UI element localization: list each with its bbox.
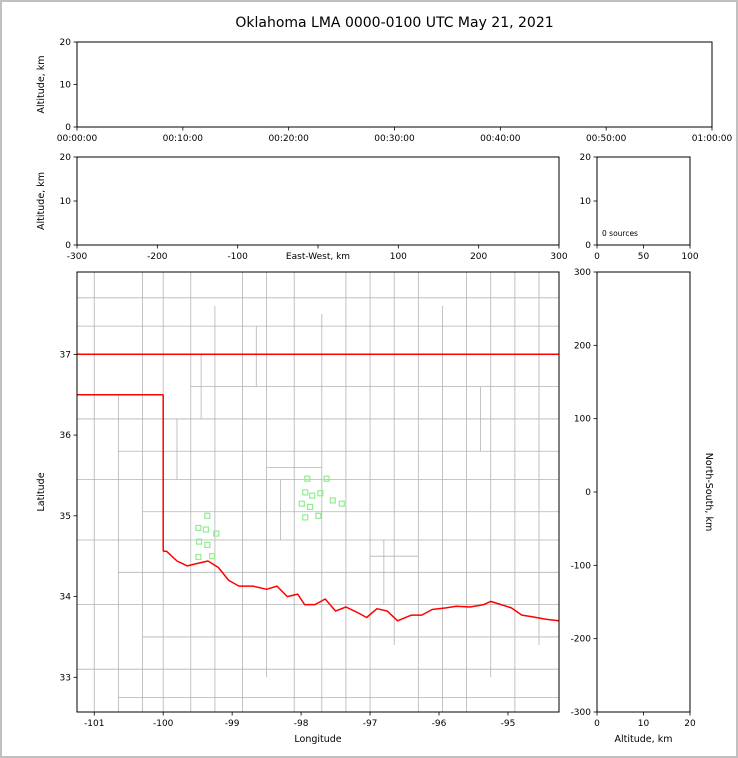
y-tick-label: 0 [65,123,71,133]
x-tick-label: -100 [153,719,174,729]
x-tick-label: 00:20:00 [268,134,309,144]
y-tick-label: -300 [571,708,592,718]
panel-time_height: 00:00:00 00:10:00 00:20:00 00:30:00 00:40:00… [36,38,732,144]
sources-count-label: 0 sources [602,229,638,238]
state-border [163,550,560,622]
x-tick-label: 00:40:00 [480,134,521,144]
y-tick-label: 36 [60,431,72,441]
y-axis-label: North-South, km [703,453,714,531]
lma-source-point [309,492,316,499]
x-tick-label: -98 [294,719,309,729]
figure-title: Oklahoma LMA 0000-0100 UTC May 21, 2021 [235,15,554,31]
y-tick-label: 37 [60,350,71,360]
y-tick-label: 35 [60,512,71,522]
y-axis-label: Altitude, km [36,172,47,230]
axes-frame [76,156,560,246]
x-tick-label: 0 [594,252,600,262]
panel-plan_view: -101 -100 -99 -98 -97 -96 -95 33 34 35 36 37 Latitud… [36,271,560,745]
y-tick-label: 34 [60,593,72,603]
lma-source-point [195,553,202,561]
x-tick-label: -95 [501,719,516,729]
lma-source-point [315,512,322,519]
x-tick-label: 0 [594,719,600,729]
x-tick-label: 00:00:00 [57,134,98,144]
x-tick-label: -97 [363,719,378,729]
y-tick-label: 20 [60,153,72,163]
lma-source-point [304,475,311,482]
lma-source-point [204,512,211,519]
x-tick-label: 00:10:00 [163,134,204,144]
y-tick-label: 20 [580,153,592,163]
x-tick-label: 00:50:00 [586,134,627,144]
lma-source-point [195,524,202,532]
x-tick-label: 300 [550,252,567,262]
y-tick-label: 0 [65,241,71,251]
x-tick-label: 20 [684,719,696,729]
x-axis-label: East-West, km [286,252,350,262]
lma-source-point [204,541,211,548]
x-axis-label: Longitude [294,734,341,745]
y-tick-label: 33 [60,673,71,683]
y-tick-label: 10 [60,197,72,207]
x-tick-label: -101 [84,719,104,729]
lma-source-point [209,553,216,560]
axes-frame [76,41,713,128]
y-tick-label: 100 [574,415,591,425]
y-tick-label: 10 [60,81,72,91]
x-tick-label: 100 [681,252,698,262]
x-tick-label: 200 [470,252,487,262]
x-tick-label: -96 [432,719,447,729]
lma-source-point [317,490,324,497]
lma-source-point [338,500,345,507]
axes-frame [76,271,560,713]
panel-ew_height: -300 -200 -100 East-West, km 100 200 300 0 10 20 A… [36,153,568,262]
lma-source-point [302,489,309,496]
panel-ns_height: 0 10 20 -300 -200 -100 0 100 200 300 North-South, … [571,268,714,745]
x-tick-label: 01:00:00 [692,134,733,144]
x-tick-label: -300 [67,252,88,262]
y-tick-label: 200 [574,341,591,351]
x-axis-label: Altitude, km [615,734,673,745]
lma-source-point [302,514,309,521]
lma-source-point [195,538,203,545]
x-tick-label: 50 [638,252,650,262]
lma-source-point [323,475,330,482]
x-tick-label: -100 [227,252,248,262]
y-axis-label: Latitude [36,472,47,511]
x-tick-label: 00:30:00 [374,134,415,144]
y-tick-label: 0 [585,488,591,498]
panel-alt_histogram: 0 50 100 0 10 20 0 sources [580,153,699,262]
lma-source-point [329,497,336,504]
y-tick-label: -200 [571,635,592,645]
y-tick-label: 0 [585,241,591,251]
y-tick-label: 10 [580,197,592,207]
axes-frame [596,271,691,713]
x-tick-label: -200 [147,252,168,262]
y-tick-label: 20 [60,38,72,48]
lma-source-point [298,500,305,507]
x-tick-label: 10 [638,719,650,729]
lma-source-point [213,530,220,537]
x-tick-label: -99 [225,719,240,729]
y-axis-label: Altitude, km [36,56,47,114]
lma-source-point [202,526,210,533]
y-tick-label: -100 [571,561,592,571]
lma-source-point [306,503,314,511]
y-tick-label: 300 [574,268,591,278]
x-tick-label: 100 [390,252,407,262]
